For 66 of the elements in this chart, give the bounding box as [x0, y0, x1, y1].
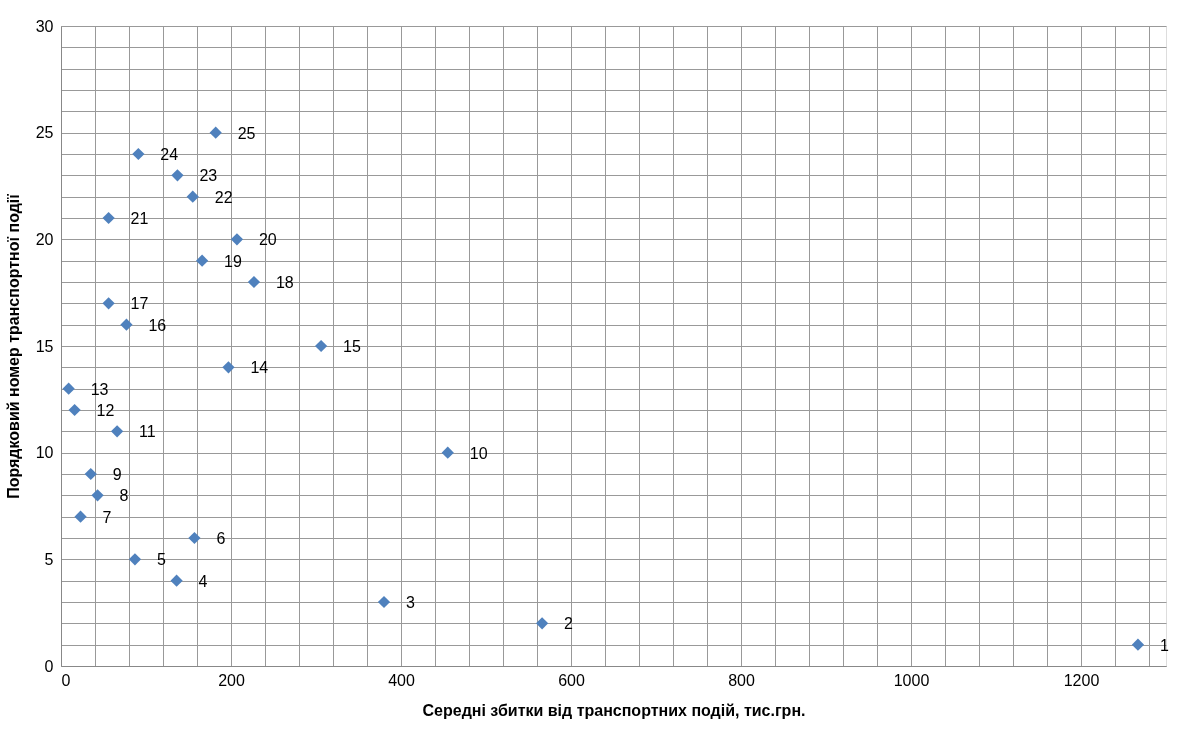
- point: [186, 190, 199, 203]
- data-label: 3: [406, 594, 415, 611]
- point: [170, 574, 183, 587]
- point: [1131, 638, 1145, 651]
- point: [120, 318, 133, 331]
- data-label: 1: [1159, 636, 1169, 654]
- point: [68, 403, 81, 417]
- point: [230, 233, 244, 246]
- x-tick-label: 1000: [893, 671, 930, 689]
- data-label: 23: [199, 167, 218, 185]
- point: [132, 147, 145, 161]
- y-tick-label: 20: [35, 230, 54, 248]
- point: [535, 617, 549, 630]
- x-tick-label: 200: [218, 671, 245, 689]
- data-label: 9: [112, 466, 122, 483]
- y-axis-title: Порядковий номер транспортної події: [4, 193, 22, 499]
- data-label: 2: [564, 615, 574, 633]
- data-label: 12: [96, 402, 115, 419]
- y-tick-label: 0: [44, 657, 54, 675]
- point: [247, 275, 261, 289]
- point: [110, 425, 124, 438]
- point: [441, 446, 454, 459]
- data-label: 13: [90, 380, 109, 398]
- data-label: 19: [224, 252, 242, 270]
- point: [209, 126, 222, 139]
- data-label: 25: [237, 124, 256, 142]
- data-label: 21: [130, 210, 149, 227]
- x-tick-label: 800: [728, 671, 755, 689]
- x-tick-label: 600: [558, 671, 585, 689]
- point: [377, 595, 391, 609]
- y-tick-label: 15: [35, 337, 54, 355]
- data-label: 10: [469, 444, 488, 462]
- point: [102, 211, 115, 225]
- data-label: 20: [258, 231, 277, 249]
- point: [74, 510, 87, 523]
- data-label: 14: [250, 359, 269, 377]
- y-tick-label: 30: [35, 17, 54, 35]
- x-axis-title: Середні збитки від транспортних подій, тис.грн.: [422, 701, 806, 719]
- point: [222, 361, 235, 374]
- data-label: 24: [160, 146, 179, 163]
- point: [91, 489, 104, 502]
- point: [62, 382, 75, 395]
- point: [84, 467, 97, 481]
- y-tick-label: 5: [44, 550, 54, 568]
- y-tick-label: 25: [35, 124, 54, 142]
- point: [128, 553, 142, 566]
- data-label: 11: [139, 423, 156, 441]
- data-label: 17: [130, 295, 149, 313]
- data-label: 16: [148, 316, 167, 334]
- point: [102, 297, 115, 310]
- y-tick-label: 10: [35, 444, 54, 462]
- point: [171, 169, 184, 182]
- data-label: 6: [216, 530, 226, 547]
- x-tick-label: 0: [61, 671, 71, 689]
- data-label: 22: [214, 188, 233, 206]
- point: [195, 254, 209, 267]
- point: [188, 531, 201, 545]
- point: [314, 339, 328, 353]
- data-label: 7: [102, 508, 112, 526]
- data-label: 5: [156, 551, 166, 569]
- data-label: 18: [275, 274, 294, 291]
- x-tick-label: 400: [388, 671, 415, 689]
- data-label: 4: [198, 572, 208, 590]
- x-tick-label: 1200: [1063, 671, 1100, 689]
- data-label: 15: [343, 338, 361, 355]
- data-label: 8: [119, 487, 129, 505]
